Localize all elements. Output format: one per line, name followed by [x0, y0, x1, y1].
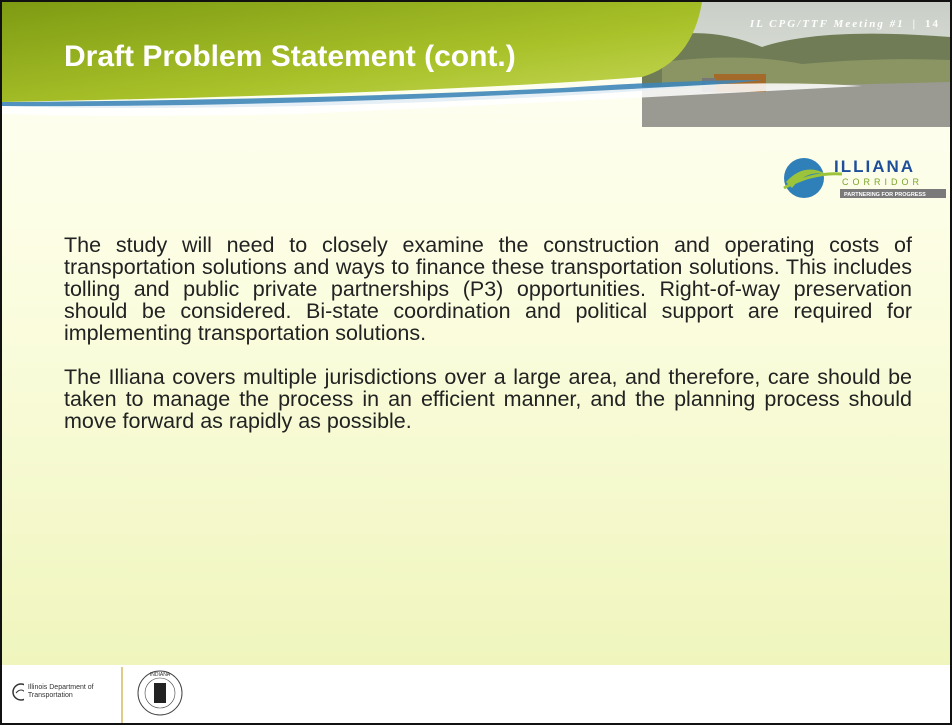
- idot-icon: [12, 683, 24, 701]
- page-number: 14: [925, 18, 940, 30]
- illiana-logo: ILLIANA CORRIDOR PARTNERING FOR PROGRESS: [782, 152, 952, 202]
- slide-title: Draft Problem Statement (cont.): [64, 40, 516, 74]
- footer: Illinois Department of Transportation IN…: [2, 665, 950, 723]
- paragraph: The Illiana covers multiple jurisdiction…: [64, 366, 912, 432]
- separator: |: [913, 18, 917, 30]
- logo-sub: CORRIDOR: [842, 177, 923, 187]
- meeting-label: IL CPG/TTF Meeting #1 | 14: [750, 18, 940, 30]
- indot-seal: INDIANA: [120, 665, 200, 723]
- paragraph: The study will need to closely examine t…: [64, 234, 912, 344]
- idot-logo: Illinois Department of Transportation: [12, 683, 102, 701]
- slide: Draft Problem Statement (cont.) IL CPG/T…: [0, 0, 952, 725]
- body-text: The study will need to closely examine t…: [64, 234, 912, 454]
- logo-name: ILLIANA: [834, 157, 915, 176]
- seal-text: INDIANA: [150, 672, 171, 678]
- idot-name: Illinois Department of Transportation: [28, 684, 102, 700]
- logo-tagline: PARTNERING FOR PROGRESS: [844, 192, 926, 198]
- meeting-name: IL CPG/TTF Meeting #1: [750, 18, 905, 30]
